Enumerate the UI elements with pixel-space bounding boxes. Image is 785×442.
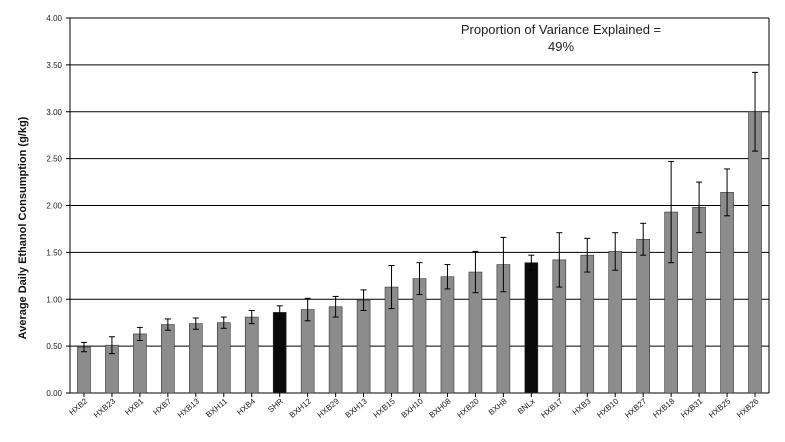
x-tick-label: BXH8 bbox=[487, 396, 509, 417]
bar-bxh13 bbox=[356, 299, 371, 394]
x-tick-label: HXB23 bbox=[92, 396, 118, 420]
x-tick-label: HXB29 bbox=[316, 396, 342, 420]
bar-bxh10 bbox=[412, 278, 427, 394]
x-tick-label: BNLx bbox=[516, 397, 537, 416]
x-tick-label: HXB25 bbox=[707, 396, 733, 420]
y-tick-labels: 0.00 0.50 1.00 1.50 2.00 2.50 3.00 3.50 4.00 bbox=[46, 14, 62, 398]
x-tick-label: HXB26 bbox=[735, 396, 761, 420]
x-tick-label: HXB18 bbox=[651, 396, 677, 420]
x-tick-label: HXB27 bbox=[623, 396, 649, 420]
y-tick-label: 2.00 bbox=[46, 202, 62, 211]
x-tick-label: BXH08 bbox=[428, 396, 454, 420]
bar-bnlx bbox=[524, 262, 539, 394]
y-tick-label: 4.00 bbox=[46, 14, 62, 23]
annotation-line-2: 49% bbox=[548, 39, 574, 54]
x-tick-label: HXB15 bbox=[372, 396, 398, 420]
x-tick-label: HXB20 bbox=[455, 396, 481, 420]
bar-hxb1 bbox=[133, 333, 147, 394]
bar-hxb27 bbox=[636, 238, 650, 394]
bar-hxb10 bbox=[608, 251, 623, 394]
bar-hxb4 bbox=[244, 316, 259, 394]
bar-hxb31 bbox=[692, 207, 706, 394]
y-axis-label: Average Daily Ethanol Consumption (g/kg) bbox=[17, 116, 29, 339]
x-tick-label: BXH11 bbox=[204, 396, 229, 419]
bar-hxb13 bbox=[189, 323, 203, 394]
y-tick-label: 0.00 bbox=[46, 389, 62, 398]
x-tick-label: HXB2 bbox=[67, 396, 89, 417]
x-tick-label: HXB10 bbox=[595, 396, 621, 420]
annotation-line-1: Proportion of Variance Explained = bbox=[461, 22, 661, 37]
bar-bxh11 bbox=[216, 322, 231, 394]
x-tick-label: BXH10 bbox=[400, 396, 426, 420]
y-tick-label: 2.50 bbox=[46, 155, 62, 164]
bar-hxb25 bbox=[720, 192, 734, 394]
x-tick-label: SHR bbox=[266, 396, 285, 414]
x-tick-label: HXB3 bbox=[571, 396, 593, 417]
error-bars bbox=[80, 71, 759, 355]
bar-hxb26 bbox=[748, 111, 762, 394]
y-tick-label: 0.50 bbox=[46, 342, 62, 351]
x-tick-labels: HXB2 HXB23 HXB1 HXB7 HXB13 BXH11 HXB4 SHR BXH12 H… bbox=[67, 393, 761, 420]
bar-hxb3 bbox=[580, 254, 595, 394]
bar-hxb7 bbox=[161, 324, 175, 394]
y-tick-label: 1.00 bbox=[46, 295, 62, 304]
x-tick-label: HXB1 bbox=[123, 396, 145, 417]
x-tick-label: HXB13 bbox=[176, 396, 202, 420]
x-tick-label: HXB17 bbox=[539, 396, 565, 420]
bar-hxb29 bbox=[328, 306, 343, 394]
bar-bxh08 bbox=[440, 276, 455, 394]
y-tick-label: 3.50 bbox=[46, 61, 62, 70]
y-tick-label: 1.50 bbox=[46, 248, 62, 257]
bars bbox=[77, 111, 762, 394]
y-tick-label: 3.00 bbox=[46, 108, 62, 117]
x-tick-label: HXB7 bbox=[151, 396, 173, 417]
x-tick-label: HXB4 bbox=[235, 396, 257, 417]
x-tick-label: HXB31 bbox=[679, 396, 705, 420]
bar-bxh12 bbox=[300, 309, 315, 394]
bar-shr bbox=[272, 312, 287, 394]
bar-hxb2 bbox=[77, 346, 91, 394]
x-tick-label: BXH13 bbox=[344, 396, 370, 420]
x-tick-label: BXH12 bbox=[288, 396, 314, 420]
